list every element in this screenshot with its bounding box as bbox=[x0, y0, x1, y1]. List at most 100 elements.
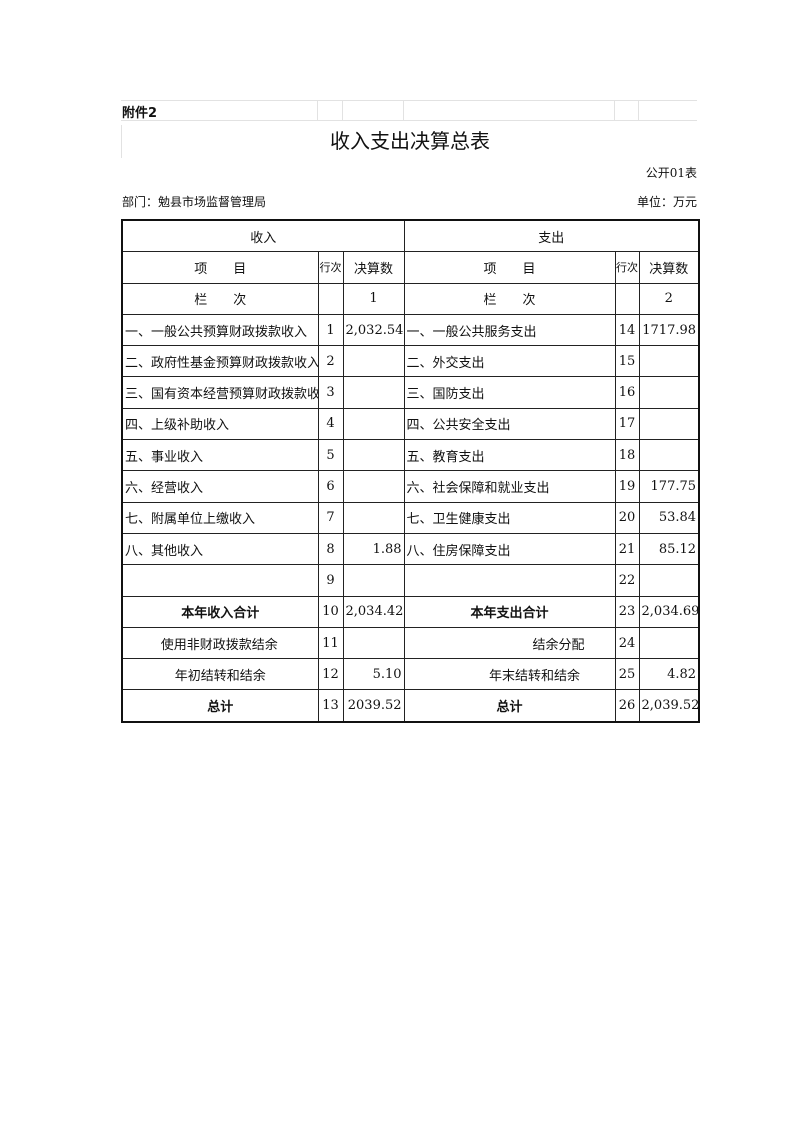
unit: 单位：万元 bbox=[636, 195, 697, 209]
in-amt-cell: 2039.52 bbox=[342, 689, 405, 723]
ex-item-cell: 六、社会保障和就业支出 bbox=[403, 470, 616, 503]
in-item-cell: 使用非财政拨款结余 bbox=[121, 626, 319, 660]
table-row: 9 22 bbox=[121, 564, 700, 597]
table-code: 公开01表 bbox=[645, 166, 697, 180]
in-amt-cell bbox=[342, 564, 405, 597]
ex-no-cell: 16 bbox=[614, 376, 640, 409]
ex-amt-cell: 2,039.52 bbox=[638, 689, 700, 723]
ex-no-cell: 19 bbox=[614, 470, 640, 503]
table-row: 五、事业收入 5 五、教育支出 18 bbox=[121, 439, 700, 472]
ex-no-cell: 20 bbox=[614, 501, 640, 534]
in-no-cell: 6 bbox=[317, 470, 344, 503]
ex-item-cell: 八、住房保障支出 bbox=[403, 532, 616, 566]
table-row: 七、附属单位上缴收入 7 七、卫生健康支出 20 53.84 bbox=[121, 501, 700, 534]
ex-amt-cell bbox=[638, 376, 700, 409]
column-label: 栏 次 bbox=[403, 282, 616, 315]
empty-cell bbox=[614, 282, 640, 315]
income-header: 收入 bbox=[121, 219, 405, 253]
ex-amt-cell: 2,034.69 bbox=[638, 595, 700, 628]
income-expense-table: 收入 支出 项 目 行次 决算数 项 目 行次 决算数 栏 次 1 栏 次 2 … bbox=[121, 219, 701, 723]
summary-row: 本年收入合计 10 2,034.42 本年支出合计 23 2,034.69 bbox=[121, 595, 700, 628]
ex-no-cell: 26 bbox=[614, 689, 640, 723]
expense-header: 支出 bbox=[403, 219, 700, 253]
in-item-cell: 四、上级补助收入 bbox=[121, 407, 319, 441]
table-row: 二、政府性基金预算财政拨款收入 2 二、外交支出 15 bbox=[121, 345, 700, 378]
sheet-grid bbox=[121, 100, 697, 121]
ex-no-cell: 25 bbox=[614, 658, 640, 691]
in-no-cell: 3 bbox=[317, 376, 344, 409]
in-item-cell: 五、事业收入 bbox=[121, 439, 319, 472]
in-no-cell: 11 bbox=[317, 626, 344, 660]
ex-no-cell: 24 bbox=[614, 626, 640, 660]
ex-item-cell: 五、教育支出 bbox=[403, 439, 616, 472]
expense-item-header: 项 目 bbox=[403, 251, 616, 284]
in-amt-cell bbox=[342, 470, 405, 503]
ex-amt-cell bbox=[638, 345, 700, 378]
table-row: 三、国有资本经营预算财政拨款收入 3 三、国防支出 16 bbox=[121, 376, 700, 409]
in-no-cell: 8 bbox=[317, 532, 344, 566]
ex-item-cell: 结余分配 bbox=[403, 626, 616, 660]
ex-amt-cell: 53.84 bbox=[638, 501, 700, 534]
table-row: 六、经营收入 6 六、社会保障和就业支出 19 177.75 bbox=[121, 470, 700, 503]
attachment-label: 附件2 bbox=[122, 106, 158, 121]
in-item-cell: 总计 bbox=[121, 689, 319, 723]
in-item-cell: 六、经营收入 bbox=[121, 470, 319, 503]
in-no-cell: 7 bbox=[317, 501, 344, 534]
in-item-cell: 一、一般公共预算财政拨款收入 bbox=[121, 313, 319, 347]
in-no-cell: 1 bbox=[317, 313, 344, 347]
in-amt-cell bbox=[342, 345, 405, 378]
ex-no-cell: 22 bbox=[614, 564, 640, 597]
ex-item-cell: 四、公共安全支出 bbox=[403, 407, 616, 441]
page-title: 收入支出决算总表 bbox=[121, 125, 698, 158]
column-index-row: 栏 次 1 栏 次 2 bbox=[121, 282, 700, 315]
in-no-cell: 13 bbox=[317, 689, 344, 723]
expense-rowno-header: 行次 bbox=[614, 251, 640, 284]
in-no-cell: 10 bbox=[317, 595, 344, 628]
column-label: 栏 次 bbox=[121, 282, 319, 315]
income-amount-header: 决算数 bbox=[342, 251, 405, 284]
department: 部门：勉县市场监督管理局 bbox=[122, 195, 267, 209]
in-no-cell: 5 bbox=[317, 439, 344, 472]
in-no-cell: 9 bbox=[317, 564, 344, 597]
expense-amount-header: 决算数 bbox=[638, 251, 700, 284]
in-item-cell: 年初结转和结余 bbox=[121, 658, 319, 691]
in-amt-cell: 1.88 bbox=[342, 532, 405, 566]
ex-item-cell: 年末结转和结余 bbox=[403, 658, 616, 691]
in-no-cell: 12 bbox=[317, 658, 344, 691]
income-rowno-header: 行次 bbox=[317, 251, 344, 284]
col-index-1: 1 bbox=[342, 282, 405, 315]
ex-amt-cell bbox=[638, 564, 700, 597]
ex-amt-cell: 1717.98 bbox=[638, 313, 700, 347]
in-amt-cell bbox=[342, 501, 405, 534]
empty-cell bbox=[317, 282, 344, 315]
summary-row: 总计 13 2039.52 总计 26 2,039.52 bbox=[121, 689, 700, 723]
in-item-cell: 八、其他收入 bbox=[121, 532, 319, 566]
ex-item-cell: 总计 bbox=[403, 689, 616, 723]
in-amt-cell bbox=[342, 439, 405, 472]
in-amt-cell bbox=[342, 626, 405, 660]
ex-no-cell: 15 bbox=[614, 345, 640, 378]
ex-item-cell bbox=[403, 564, 616, 597]
in-no-cell: 2 bbox=[317, 345, 344, 378]
ex-no-cell: 21 bbox=[614, 532, 640, 566]
ex-amt-cell bbox=[638, 626, 700, 660]
ex-no-cell: 14 bbox=[614, 313, 640, 347]
in-amt-cell: 5.10 bbox=[342, 658, 405, 691]
section-header-row: 收入 支出 bbox=[121, 219, 700, 253]
ex-no-cell: 18 bbox=[614, 439, 640, 472]
ex-amt-cell: 4.82 bbox=[638, 658, 700, 691]
table-row: 八、其他收入 8 1.88 八、住房保障支出 21 85.12 bbox=[121, 532, 700, 566]
in-amt-cell bbox=[342, 376, 405, 409]
ex-amt-cell: 177.75 bbox=[638, 470, 700, 503]
in-item-cell: 本年收入合计 bbox=[121, 595, 319, 628]
ex-amt-cell bbox=[638, 439, 700, 472]
in-item-cell: 七、附属单位上缴收入 bbox=[121, 501, 319, 534]
ex-no-cell: 23 bbox=[614, 595, 640, 628]
in-amt-cell: 2,032.54 bbox=[342, 313, 405, 347]
income-item-header: 项 目 bbox=[121, 251, 319, 284]
in-item-cell: 二、政府性基金预算财政拨款收入 bbox=[121, 345, 319, 378]
ex-amt-cell: 85.12 bbox=[638, 532, 700, 566]
in-amt-cell bbox=[342, 407, 405, 441]
ex-item-cell: 二、外交支出 bbox=[403, 345, 616, 378]
table-row: 一、一般公共预算财政拨款收入 1 2,032.54 一、一般公共服务支出 14 1717.… bbox=[121, 313, 700, 347]
